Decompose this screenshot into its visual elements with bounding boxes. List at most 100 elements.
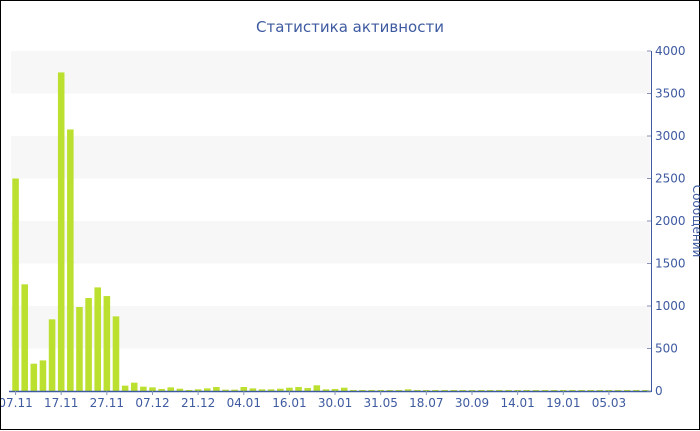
bar [121,385,129,391]
grid-band [11,51,650,94]
bar [158,388,165,391]
bar [441,390,448,391]
bar [450,390,458,391]
bar [505,390,512,391]
bar [286,387,293,391]
bar [541,390,549,391]
bar [404,389,412,391]
bar [596,390,604,391]
x-tick-label: 07.11 [1,396,33,410]
bar [642,390,649,391]
x-tick-label: 05.03 [592,396,626,410]
bar [194,389,202,391]
y-tick-label: 4000 [655,44,686,58]
bar [277,388,284,391]
x-tick-label: 04.01 [227,396,261,410]
bar [30,363,38,391]
bar [295,387,302,391]
bar [395,390,403,391]
bar [496,390,503,391]
bar [486,390,494,391]
x-tick-label: 18.07 [409,396,443,410]
bar [569,390,576,391]
bar [413,390,421,391]
y-tick-label: 2500 [655,172,686,186]
bar [240,387,248,391]
bar [140,386,147,391]
x-tick-label: 16.01 [272,396,306,410]
bar [605,390,613,391]
y-tick-label: 500 [655,342,678,356]
y-tick-label: 0 [655,384,663,398]
bar [48,319,56,391]
bar [249,388,257,391]
y-tick-label: 3500 [655,87,686,101]
bar [57,72,65,392]
y-tick-label: 2000 [655,214,686,228]
x-tick-label: 30.09 [455,396,489,410]
bar [377,390,384,391]
bar [550,390,558,391]
x-tick-label: 17.11 [44,396,78,410]
bar [149,387,156,391]
bar [559,390,567,391]
bar [322,389,330,391]
bar [459,390,467,391]
x-tick-label: 27.11 [90,396,124,410]
y-tick-label: 1000 [655,299,686,313]
x-tick-label: 07.12 [135,396,169,410]
bar [21,284,28,391]
grid-bands [11,51,650,349]
x-axis-ticks: 07.11 17.11 27.11 07.12 21.12 04.01 16.01 30.01… [1,391,626,410]
grid-band [11,136,650,179]
bar [368,390,375,391]
bar [267,389,275,391]
y-tick-label: 3000 [655,129,686,143]
y-tick-label: 1500 [655,257,686,271]
bar [468,390,476,391]
bar [130,382,138,391]
bar [103,296,111,391]
x-tick-label: 30.01 [318,396,352,410]
bar [185,389,193,391]
x-tick-label: 14.01 [500,396,534,410]
chart-title: Статистика активности [256,18,444,36]
bar [258,389,266,391]
bar [39,360,47,391]
bar [231,389,238,391]
bar [432,390,439,391]
bar [203,388,211,391]
bar [176,388,184,391]
bar [523,390,531,391]
bar [67,129,74,391]
bar [85,298,92,391]
bar [331,388,339,391]
bar [623,390,631,391]
x-tick-label: 21.12 [181,396,215,410]
bar [386,390,394,391]
bar [578,390,585,391]
bar [340,387,348,391]
bar [423,390,430,391]
bar [532,390,540,391]
y-axis-label: Сообщений [690,185,700,258]
bar [350,389,357,391]
bar [313,385,321,391]
bar [76,307,83,391]
bar [359,389,366,391]
x-tick-label: 31.05 [364,396,398,410]
bar [12,178,19,391]
bar [167,387,175,391]
bar [222,389,229,391]
bar [304,388,311,391]
bar [94,287,102,391]
bar [514,390,521,391]
y-axis-ticks: 0 500 1000 1500 2000 2500 3000 3500 4000 [647,44,686,398]
x-tick-label: 19.01 [546,396,580,410]
bar [587,390,594,391]
bars [12,72,649,392]
bar [614,390,622,391]
bar [633,390,640,391]
